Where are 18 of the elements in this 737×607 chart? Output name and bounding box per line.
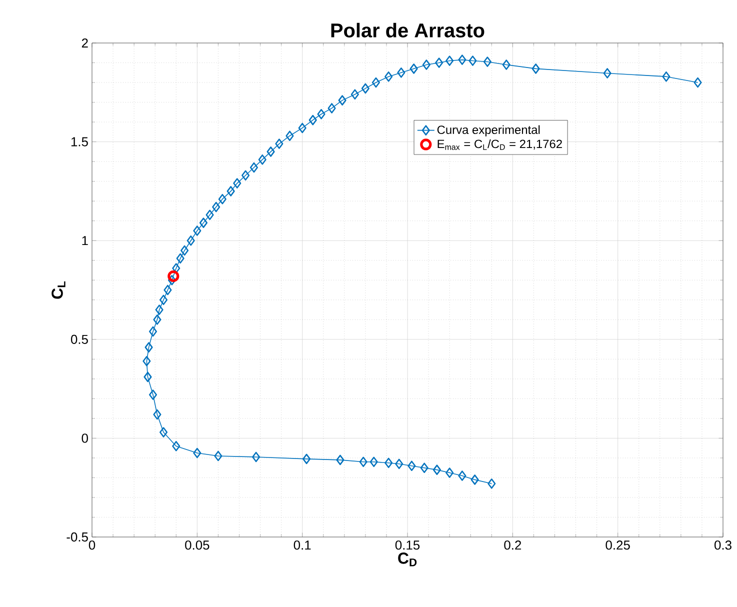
x-axis-title: C$_{D}$ <box>398 552 417 566</box>
y-tick-label: 1.5 <box>71 137 88 146</box>
x-tick-label: 0.2 <box>504 540 522 550</box>
legend-label: E$_{max}$ = C$_{L}$/C$_{D}$ = 21,1762 <box>438 139 562 150</box>
x-tick-label: 0 <box>88 540 96 550</box>
y-tick-label: 2 <box>82 38 88 48</box>
x-tick-label: 0.25 <box>606 540 630 550</box>
x-tick-label: 0.3 <box>714 540 732 550</box>
y-tick-label: 0 <box>82 434 88 443</box>
y-tick-label: 0.5 <box>70 334 88 344</box>
y-tick-label: 1 <box>82 236 88 246</box>
y-axis-title: C$_{L}$ <box>52 281 66 299</box>
x-tick-label: 0.1 <box>294 540 311 550</box>
x-tick-label: 0.05 <box>185 540 210 550</box>
legend-label: Curva experimental <box>437 125 540 136</box>
x-tick-label: 0.15 <box>395 540 420 550</box>
y-tick-label: -0.5 <box>66 532 88 542</box>
chart-title: Polar de Arrasto <box>331 22 484 38</box>
